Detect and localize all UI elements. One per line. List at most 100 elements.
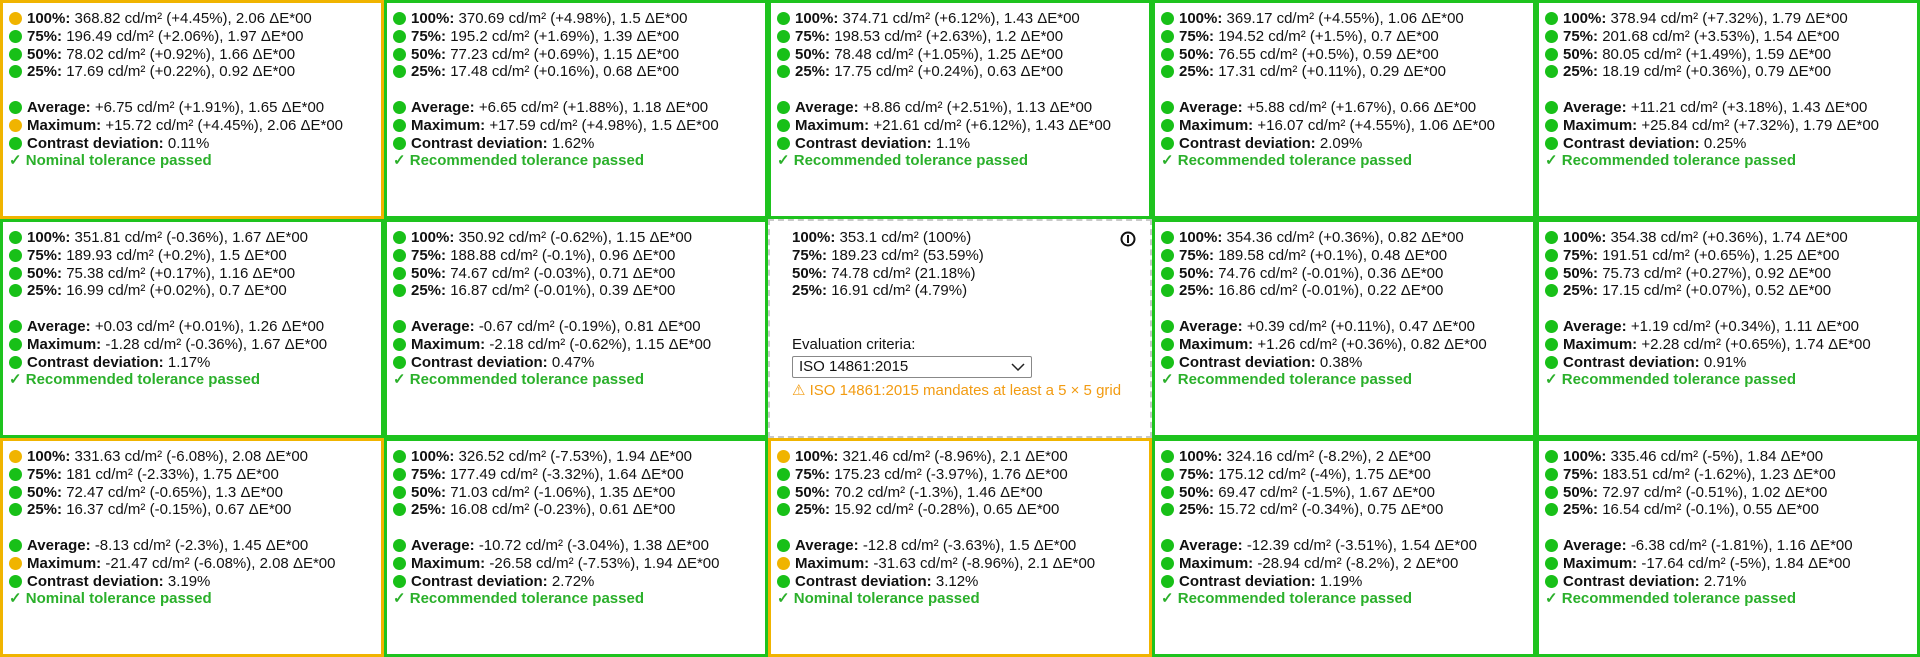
gap xyxy=(777,519,1143,537)
measurement-line: Average: +8.86 cd/m² (+2.51%), 1.13 ΔE*0… xyxy=(777,99,1143,117)
measurement-line: 100%: 354.38 cd/m² (+0.36%), 1.74 ΔE*00 xyxy=(1545,229,1911,247)
line-label: Contrast deviation: xyxy=(1563,353,1700,371)
measurement-cell: 100%: 369.17 cd/m² (+4.55%), 1.06 ΔE*00 7… xyxy=(1152,0,1536,219)
measurement-line: Maximum: -31.63 cd/m² (-8.96%), 2.1 ΔE*0… xyxy=(777,555,1143,573)
status-dot xyxy=(9,319,22,333)
line-value: +15.72 cd/m² (+4.45%), 2.06 ΔE*00 xyxy=(105,116,344,134)
result: ✓ Nominal tolerance passed xyxy=(777,590,980,608)
measurement-line: 75%: 183.51 cd/m² (-1.62%), 1.23 ΔE*00 xyxy=(1545,466,1911,484)
measurement-line: Average: +6.75 cd/m² (+1.91%), 1.65 ΔE*0… xyxy=(9,99,375,117)
status-dot xyxy=(777,12,790,25)
status-dot xyxy=(1161,485,1174,499)
line-value: 324.16 cd/m² (-8.2%), 2 ΔE*00 xyxy=(1226,448,1431,465)
line-label: 25%: xyxy=(795,63,831,81)
line-value: 78.02 cd/m² (+0.92%), 1.66 ΔE*00 xyxy=(66,45,296,63)
criteria-select[interactable]: ISO 14861:2015 xyxy=(792,355,1032,378)
gap xyxy=(393,81,759,99)
status-dot xyxy=(393,574,406,588)
line-label: 50%: xyxy=(795,45,831,63)
line-value: 16.86 cd/m² (-0.01%), 0.22 ΔE*00 xyxy=(1218,282,1444,300)
measurement-line: 100%: 378.94 cd/m² (+7.32%), 1.79 ΔE*00 xyxy=(1545,10,1911,28)
info-icon[interactable] xyxy=(1120,231,1136,247)
status-dot xyxy=(393,337,406,351)
line-label: Average: xyxy=(1563,317,1627,335)
line-value: 175.12 cd/m² (-4%), 1.75 ΔE*00 xyxy=(1218,465,1431,483)
line-label: 25%: xyxy=(27,63,63,81)
measurement-line: 100%: 353.1 cd/m² (100%) xyxy=(792,229,1128,247)
status-dot xyxy=(1161,538,1174,552)
line-label: Contrast deviation: xyxy=(27,572,164,590)
line-label: Average: xyxy=(27,98,91,116)
status-dot xyxy=(393,65,406,79)
measurement-line: 75%: 196.49 cd/m² (+2.06%), 1.97 ΔE*00 xyxy=(9,28,375,46)
status-dot xyxy=(1161,100,1174,114)
gap xyxy=(1161,81,1527,99)
measurement-line: Maximum: +2.28 cd/m² (+0.65%), 1.74 ΔE*0… xyxy=(1545,336,1911,354)
line-value: -17.64 cd/m² (-5%), 1.84 ΔE*00 xyxy=(1641,554,1851,572)
status-dot xyxy=(777,118,790,132)
status-dot xyxy=(1161,136,1174,150)
contrast-line: Contrast deviation: 1.1% xyxy=(777,135,1143,153)
line-label: Average: xyxy=(1563,536,1627,554)
contrast-line: Contrast deviation: 1.19% xyxy=(1161,573,1527,591)
line-label: Average: xyxy=(795,98,859,116)
status-dot xyxy=(393,467,406,481)
line-label: Average: xyxy=(411,536,475,554)
line-label: 50%: xyxy=(27,45,63,63)
line-value: 194.52 cd/m² (+1.5%), 0.7 ΔE*00 xyxy=(1218,27,1439,45)
measurement-cell: 100%: 354.36 cd/m² (+0.36%), 0.82 ΔE*00 7… xyxy=(1152,219,1536,438)
measurement-line: Average: +11.21 cd/m² (+3.18%), 1.43 ΔE*… xyxy=(1545,99,1911,117)
measurement-line: 25%: 16.37 cd/m² (-0.15%), 0.67 ΔE*00 xyxy=(9,501,375,519)
status-dot xyxy=(9,485,22,499)
status-dot xyxy=(1545,574,1558,588)
status-dot xyxy=(9,47,22,61)
contrast-line: Contrast deviation: 2.09% xyxy=(1161,135,1527,153)
status-dot xyxy=(9,337,22,351)
measurement-line: 25%: 16.87 cd/m² (-0.01%), 0.39 ΔE*00 xyxy=(393,282,759,300)
line-value: -6.38 cd/m² (-1.81%), 1.16 ΔE*00 xyxy=(1630,536,1853,554)
measurement-cell: 100%: 378.94 cd/m² (+7.32%), 1.79 ΔE*00 7… xyxy=(1536,0,1920,219)
line-label: 75%: xyxy=(792,246,828,264)
line-label: 100%: xyxy=(1563,229,1607,246)
measurement-line: Average: -0.67 cd/m² (-0.19%), 0.81 ΔE*0… xyxy=(393,318,759,336)
line-value: 69.47 cd/m² (-1.5%), 1.67 ΔE*00 xyxy=(1218,483,1435,501)
line-label: 75%: xyxy=(1179,246,1215,264)
measurement-line: 50%: 72.47 cd/m² (-0.65%), 1.3 ΔE*00 xyxy=(9,484,375,502)
line-label: Maximum: xyxy=(411,554,486,572)
measurement-cell: 100%: 335.46 cd/m² (-5%), 1.84 ΔE*00 75%:… xyxy=(1536,438,1920,657)
line-label: 100%: xyxy=(1179,10,1223,27)
contrast-line: Contrast deviation: 3.19% xyxy=(9,573,375,591)
line-label: 75%: xyxy=(1563,27,1599,45)
measurement-line: Average: -8.13 cd/m² (-2.3%), 1.45 ΔE*00 xyxy=(9,537,375,555)
status-dot xyxy=(393,450,406,463)
line-label: Contrast deviation: xyxy=(1563,134,1700,152)
measurement-line: 50%: 74.76 cd/m² (-0.01%), 0.36 ΔE*00 xyxy=(1161,265,1527,283)
line-value: 18.19 cd/m² (+0.36%), 0.79 ΔE*00 xyxy=(1602,63,1832,81)
line-label: Contrast deviation: xyxy=(411,572,548,590)
line-value: 191.51 cd/m² (+0.65%), 1.25 ΔE*00 xyxy=(1602,246,1840,264)
line-label: 25%: xyxy=(795,501,831,519)
measurement-line: 100%: 370.69 cd/m² (+4.98%), 1.5 ΔE*00 xyxy=(393,10,759,28)
line-label: 25%: xyxy=(1563,282,1599,300)
status-dot xyxy=(1545,136,1558,150)
line-label: Maximum: xyxy=(1179,554,1254,572)
result: ✓ Recommended tolerance passed xyxy=(1161,590,1412,608)
line-value: 17.31 cd/m² (+0.11%), 0.29 ΔE*00 xyxy=(1218,63,1446,81)
measurement-line: 50%: 75.73 cd/m² (+0.27%), 0.92 ΔE*00 xyxy=(1545,265,1911,283)
line-label: 75%: xyxy=(411,246,447,264)
contrast-line: Contrast deviation: 0.38% xyxy=(1161,354,1527,372)
warning: ⚠ ISO 14861:2015 mandates at least a 5 ×… xyxy=(792,381,1122,399)
line-label: Average: xyxy=(1563,98,1627,116)
measurement-line: Average: +0.39 cd/m² (+0.11%), 0.47 ΔE*0… xyxy=(1161,318,1527,336)
status-dot xyxy=(1161,467,1174,481)
measurement-line: 50%: 80.05 cd/m² (+1.49%), 1.59 ΔE*00 xyxy=(1545,46,1911,64)
line-value: +2.28 cd/m² (+0.65%), 1.74 ΔE*00 xyxy=(1641,335,1871,353)
line-label: 100%: xyxy=(1563,448,1607,465)
measurement-line: 75%: 195.2 cd/m² (+1.69%), 1.39 ΔE*00 xyxy=(393,28,759,46)
line-value: 189.93 cd/m² (+0.2%), 1.5 ΔE*00 xyxy=(66,246,287,264)
status-dot xyxy=(9,574,22,588)
measurement-line: Average: -12.8 cd/m² (-3.63%), 1.5 ΔE*00 xyxy=(777,537,1143,555)
line-label: 25%: xyxy=(792,282,828,300)
line-value: 189.23 cd/m² (53.59%) xyxy=(831,246,984,264)
measurement-line: Maximum: +1.26 cd/m² (+0.36%), 0.82 ΔE*0… xyxy=(1161,336,1527,354)
